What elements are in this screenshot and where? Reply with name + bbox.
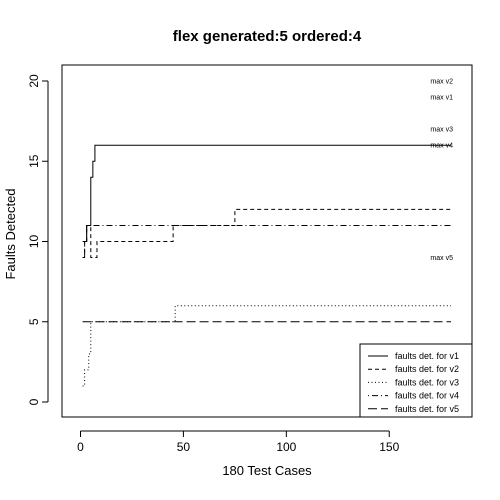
- annotation-label: max v5: [430, 255, 453, 262]
- annotation-label: max v2: [430, 79, 453, 86]
- y-tick-label: 20: [27, 74, 41, 88]
- annotation-label: max v4: [430, 143, 453, 150]
- x-tick-label: 50: [177, 440, 191, 454]
- x-tick-label: 150: [379, 440, 399, 454]
- series-line-v3: [82, 305, 451, 387]
- chart-title: flex generated:5 ordered:4: [173, 28, 362, 45]
- legend-label: faults det. for v5: [395, 404, 459, 414]
- x-tick-label: 0: [77, 440, 84, 454]
- y-tick-label: 0: [27, 398, 41, 405]
- y-tick-label: 5: [27, 318, 41, 325]
- x-axis-label: 180 Test Cases: [222, 463, 312, 478]
- legend: faults det. for v1 faults det. for v2 faul…: [359, 343, 473, 418]
- y-tick-label: 15: [27, 154, 41, 168]
- x-tick-label: 100: [276, 440, 296, 454]
- y-axis-label: Faults Detected: [3, 188, 18, 279]
- plot-frame: [61, 64, 473, 418]
- y-tick-label: 10: [27, 235, 41, 249]
- series-line-v2: [82, 208, 451, 259]
- series-layer: [82, 144, 451, 387]
- annotations: max v2 max v1 max v3 max v4 max v5: [430, 79, 453, 263]
- legend-label: faults det. for v2: [395, 364, 459, 374]
- annotation-label: max v3: [430, 127, 453, 134]
- series-line-v1: [82, 144, 451, 242]
- series-line-v4: [82, 224, 451, 259]
- legend-label: faults det. for v1: [395, 351, 459, 361]
- annotation-label: max v1: [430, 95, 453, 102]
- legend-label: faults det. for v4: [395, 391, 459, 401]
- legend-label: faults det. for v3: [395, 377, 459, 387]
- axes: 0 50 100 150 0 5 10 15 20: [27, 74, 400, 454]
